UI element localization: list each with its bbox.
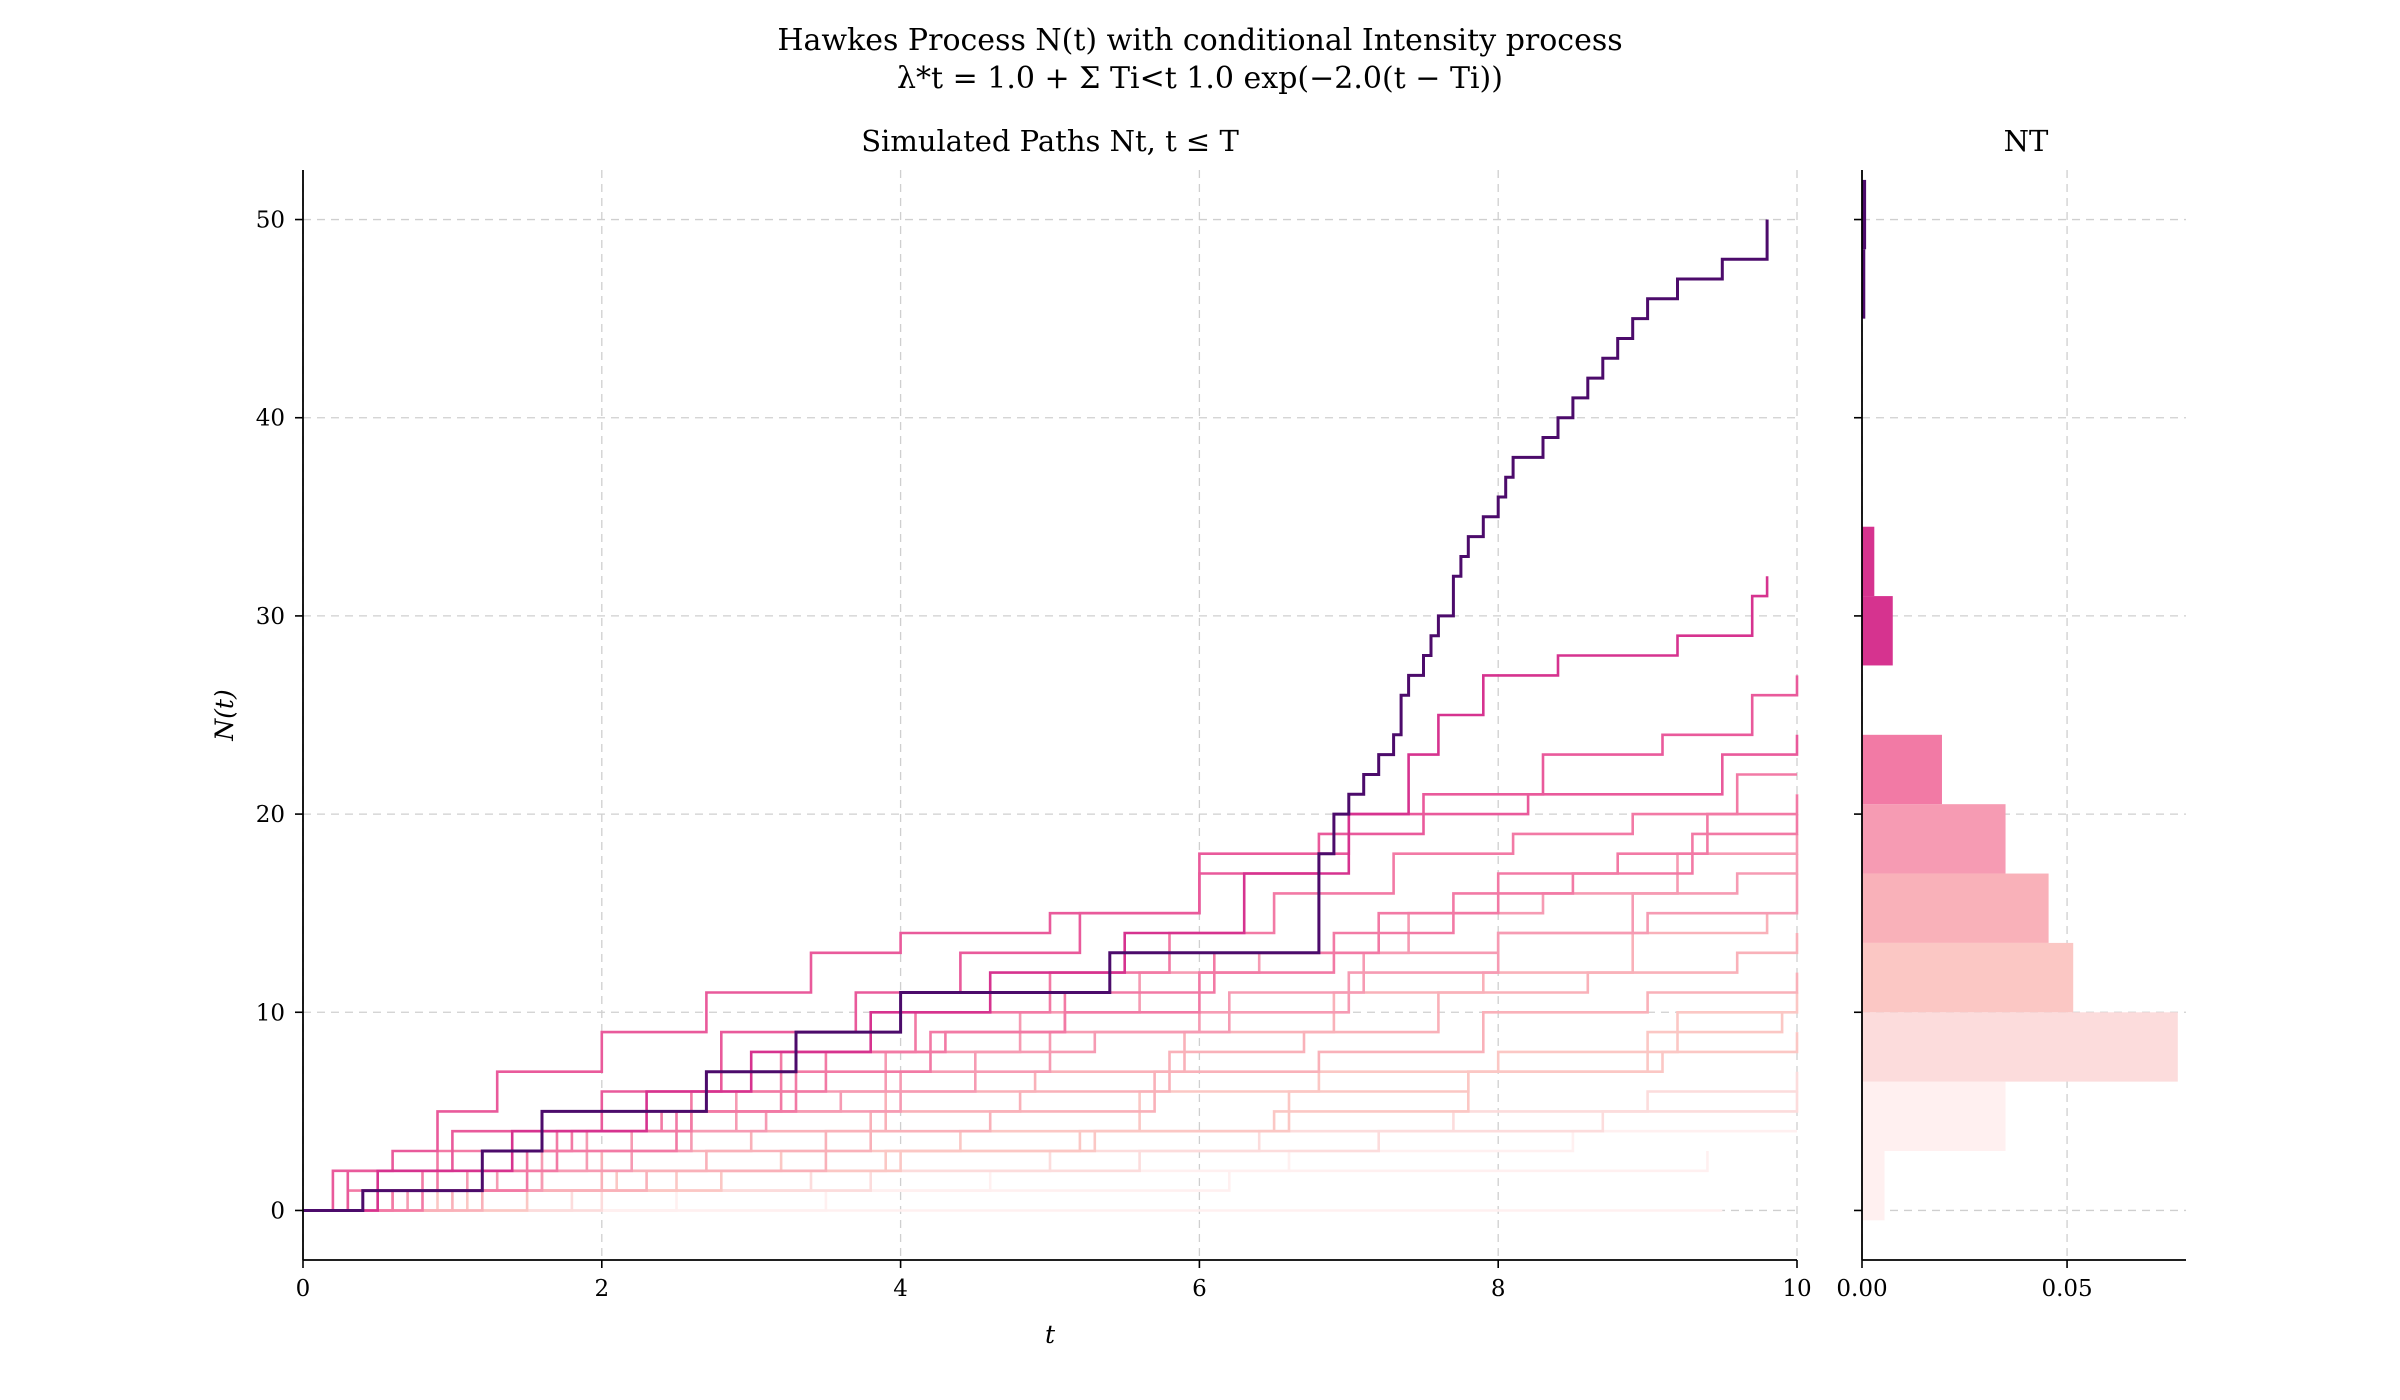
histogram-title: NT bbox=[2004, 124, 2049, 158]
x-axis-label: t bbox=[1045, 1320, 1056, 1349]
histogram-bar bbox=[1862, 734, 1942, 805]
y-tick-label: 30 bbox=[256, 604, 285, 630]
simulated-path bbox=[303, 1151, 1709, 1212]
y-tick-label: 50 bbox=[256, 208, 285, 234]
simulated-path bbox=[303, 219, 1769, 1212]
y-axis-label: N(t) bbox=[210, 689, 239, 741]
histogram-bars bbox=[1862, 179, 2178, 1221]
histogram-bar bbox=[1862, 179, 1867, 250]
histogram-x-tick-label: 0.05 bbox=[2041, 1276, 2092, 1302]
paths-lines bbox=[303, 219, 1799, 1212]
x-tick-label: 6 bbox=[1192, 1276, 1207, 1302]
histogram-bar bbox=[1862, 596, 1893, 666]
paths-panel: Simulated Paths Nt, t ≤ T 0 10 20 30 40 50 0 2 4… bbox=[210, 124, 1812, 1349]
x-tick-label: 4 bbox=[893, 1276, 908, 1302]
x-tick-label: 2 bbox=[594, 1276, 609, 1302]
paths-grid bbox=[302, 170, 1798, 1260]
y-tick-label: 20 bbox=[256, 802, 285, 828]
y-tick-label: 10 bbox=[256, 1000, 285, 1026]
histogram-bar bbox=[1862, 942, 2074, 1013]
histogram-bar bbox=[1862, 1012, 2178, 1082]
paths-title: Simulated Paths Nt, t ≤ T bbox=[861, 124, 1239, 158]
terminal-histogram-panel: NT 0.00 0.05 bbox=[1836, 124, 2186, 1302]
y-tick-label: 40 bbox=[256, 406, 285, 432]
histogram-bar bbox=[1862, 526, 1875, 597]
histogram-bar bbox=[1862, 1151, 1885, 1221]
x-tick-label: 8 bbox=[1491, 1276, 1506, 1302]
histogram-bar bbox=[1862, 249, 1866, 319]
histogram-bar bbox=[1862, 873, 2049, 943]
simulated-path bbox=[303, 972, 1799, 1212]
paths-axes: 0 10 20 30 40 50 0 2 4 6 8 10 bbox=[256, 170, 1812, 1302]
histogram-bar bbox=[1862, 1081, 2006, 1151]
simulated-path bbox=[303, 913, 1769, 1212]
simulated-path bbox=[303, 576, 1769, 1212]
y-tick-label: 0 bbox=[270, 1198, 285, 1224]
x-tick-label: 10 bbox=[1782, 1276, 1811, 1302]
x-tick-label: 0 bbox=[296, 1276, 311, 1302]
histogram-bar bbox=[1862, 804, 2006, 874]
simulated-path bbox=[303, 734, 1799, 1212]
histogram-axes: 0.00 0.05 bbox=[1836, 170, 2186, 1302]
suptitle-line2: λ*t = 1.0 + Σ Ti<t 1.0 exp(−2.0(t − Ti)) bbox=[897, 61, 1503, 96]
suptitle-line1: Hawkes Process N(t) with conditional Int… bbox=[777, 23, 1622, 58]
histogram-x-tick-label: 0.00 bbox=[1836, 1276, 1887, 1302]
